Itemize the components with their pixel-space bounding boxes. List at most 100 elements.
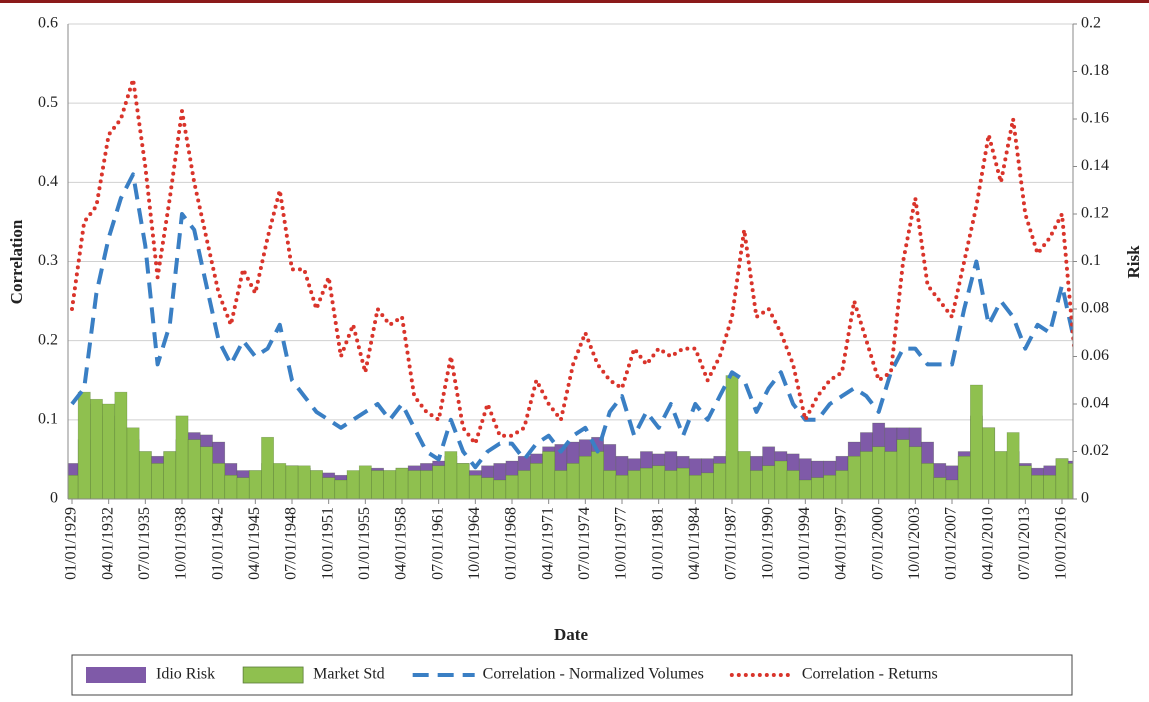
x-tick-label: 01/01/1942	[209, 507, 226, 580]
x-tick-label: 10/01/2016	[1053, 507, 1070, 580]
bar	[884, 451, 898, 500]
x-tick-label: 01/01/1929	[63, 507, 80, 580]
x-tick-label: 04/01/1971	[539, 507, 556, 580]
bar	[737, 451, 751, 500]
bar	[1031, 474, 1044, 500]
bar	[444, 451, 458, 500]
bar	[505, 474, 519, 500]
y-tick-label: 0.4	[38, 173, 58, 190]
x-axis-title: Date	[554, 625, 588, 644]
x-tick-label: 10/01/1977	[613, 507, 630, 580]
x-tick-label: 10/01/1938	[173, 507, 190, 580]
x-tick-label: 01/01/1981	[649, 507, 666, 580]
bar	[774, 460, 788, 500]
bar	[138, 451, 152, 500]
bar	[1055, 458, 1069, 500]
x-tick-label: 01/01/1994	[796, 507, 813, 580]
bar	[358, 465, 372, 500]
y-tick-label: 0.6	[38, 15, 58, 32]
y2-tick-label: 0.14	[1081, 157, 1109, 174]
y2-tick-label: 0.16	[1081, 110, 1109, 127]
y-tick-label: 0.3	[38, 252, 58, 269]
bar	[823, 474, 837, 500]
bar	[786, 470, 800, 500]
x-tick-label: 04/01/1958	[393, 507, 410, 580]
y-tick-label: 0.2	[38, 331, 58, 348]
x-tick-label: 04/01/1932	[99, 507, 116, 580]
x-tick-label: 04/01/1984	[686, 507, 703, 580]
bar	[1006, 432, 1020, 500]
bar	[908, 446, 922, 500]
bar	[835, 470, 849, 500]
bar	[578, 455, 592, 500]
y2-tick-label: 0	[1081, 490, 1089, 507]
bar	[750, 470, 763, 500]
line-series	[70, 77, 1073, 446]
plot-area	[68, 77, 1073, 500]
bar	[627, 470, 641, 500]
x-tick-label: 04/01/1945	[246, 507, 263, 580]
x-tick-label: 07/01/1948	[283, 507, 300, 580]
legend-label: Correlation - Returns	[802, 666, 938, 683]
bar	[615, 474, 629, 500]
bar	[713, 463, 727, 500]
bar	[640, 467, 653, 500]
bar	[994, 451, 1008, 500]
bar	[175, 415, 189, 500]
bar	[334, 479, 348, 500]
bar	[407, 470, 421, 500]
bar	[187, 439, 201, 500]
y2-tick-label: 0.1	[1081, 252, 1101, 269]
y2-axis-title: Risk	[1124, 245, 1143, 279]
bar	[395, 467, 409, 500]
bar	[970, 384, 983, 500]
bar	[847, 455, 861, 500]
x-tick-label: 07/01/2000	[869, 507, 886, 580]
x-tick-label: 01/01/1955	[356, 507, 373, 580]
legend-swatch	[86, 667, 146, 683]
bar	[126, 427, 140, 500]
bar	[77, 391, 91, 500]
bar	[236, 477, 250, 500]
bar	[261, 436, 274, 500]
bar	[566, 463, 580, 500]
bar	[957, 455, 971, 500]
bar	[310, 470, 323, 500]
x-tick-label: 07/01/1974	[576, 507, 593, 580]
bar	[591, 451, 604, 500]
y2-tick-label: 0.12	[1081, 205, 1109, 222]
bar	[872, 446, 886, 500]
bar	[468, 474, 482, 500]
bar	[224, 474, 238, 500]
bar	[860, 451, 873, 500]
bar	[933, 477, 947, 500]
legend-box	[71, 654, 1073, 696]
bar	[163, 451, 177, 500]
bar	[688, 474, 702, 500]
bar	[493, 479, 507, 500]
bar	[1018, 465, 1032, 500]
bar	[285, 465, 299, 500]
bar	[481, 477, 494, 500]
legend-swatch	[242, 666, 304, 684]
x-tick-label: 01/01/2007	[943, 507, 960, 580]
bar	[1043, 474, 1057, 500]
x-tick-label: 04/01/1997	[833, 507, 850, 580]
bar	[1067, 463, 1073, 500]
x-tick-label: 07/01/2013	[1016, 507, 1033, 580]
bar	[517, 470, 531, 500]
y-tick-label: 0.1	[38, 411, 58, 428]
bar	[701, 472, 714, 500]
bar	[212, 463, 226, 500]
bar	[200, 446, 213, 500]
y2-tick-label: 0.18	[1081, 62, 1109, 79]
bar	[811, 477, 824, 500]
bar	[420, 470, 433, 500]
bar	[90, 398, 103, 500]
bar	[322, 477, 336, 500]
y-axis-title: Correlation	[7, 219, 26, 304]
bar	[248, 470, 262, 500]
bar	[273, 463, 287, 500]
x-tick-label: 01/01/1968	[503, 507, 520, 580]
